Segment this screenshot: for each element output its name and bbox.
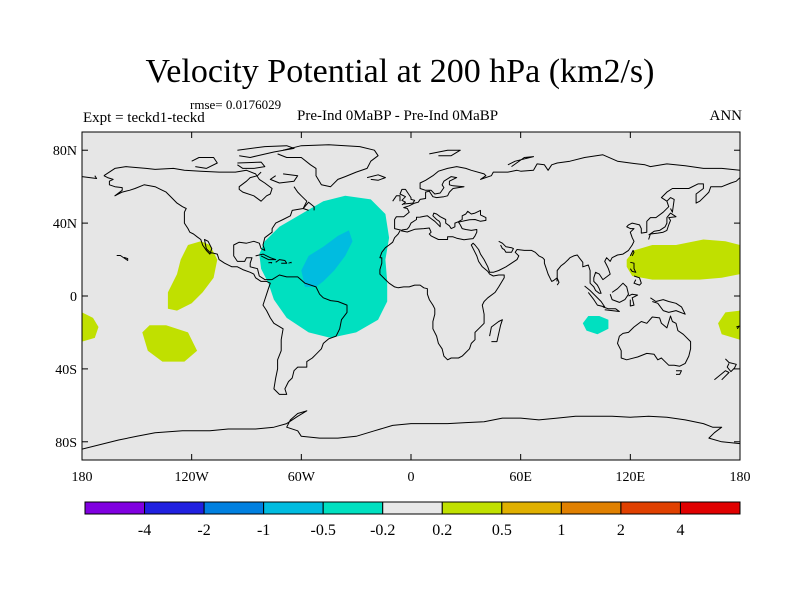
experiment-label: Expt = teckd1-teckd — [83, 110, 205, 126]
x-tick-label: 60W — [288, 470, 316, 485]
coastline — [666, 197, 675, 213]
coastline — [379, 177, 740, 361]
colorbar-box — [620, 501, 681, 515]
coastline — [103, 175, 348, 395]
anomaly-region-dateline-east-positive — [718, 310, 740, 340]
coastline — [288, 261, 292, 264]
coastline — [648, 212, 677, 240]
x-tick-label: 180 — [72, 470, 93, 485]
colorbar-label: -2 — [197, 522, 210, 539]
colorbar-label: 2 — [617, 522, 625, 539]
coastline — [725, 358, 737, 373]
anomaly-region-south-pacific-positive — [142, 325, 198, 362]
coastline — [650, 297, 686, 315]
coastline — [489, 319, 503, 343]
y-tick-label: 0 — [70, 290, 77, 305]
coastline — [629, 261, 637, 273]
colorbar-label: -0.5 — [311, 522, 336, 539]
coastline — [269, 173, 299, 184]
coastline — [633, 275, 642, 286]
coastline — [268, 262, 273, 264]
colorbar-label: 4 — [676, 522, 684, 539]
colorbar-label: 1 — [557, 522, 565, 539]
colorbar-label: 0.2 — [432, 522, 452, 539]
axes: 180 120W 60W 0 60E 120E 180 80N 40N 0 40S 80S — [53, 132, 751, 485]
x-tick-label: 120W — [175, 470, 210, 485]
anomaly-region-west-pacific-positive — [626, 239, 740, 280]
coastline — [82, 410, 740, 450]
coastline — [275, 259, 288, 264]
coastline — [556, 277, 560, 286]
colorbar-label: -1 — [257, 522, 270, 539]
coastline — [366, 174, 386, 181]
colorbar-box — [263, 501, 324, 515]
coastline — [584, 285, 606, 308]
coastline — [498, 240, 514, 253]
coastline — [617, 315, 692, 367]
y-tick-label: 40S — [55, 363, 77, 378]
colorbar-box — [560, 501, 622, 515]
coastline — [277, 144, 379, 188]
coastline — [302, 201, 315, 211]
colorbar-box — [322, 501, 384, 515]
colorbar: -4 -2 -1 -0.5 -0.2 0.2 0.5 1 2 4 — [84, 501, 741, 539]
coastline — [609, 282, 629, 303]
colorbar-box — [144, 501, 205, 515]
coastline — [237, 145, 295, 158]
x-tick-label: 60E — [509, 470, 532, 485]
colorbar-box — [501, 501, 562, 515]
coastline — [191, 157, 218, 169]
x-tick-label: 120E — [616, 470, 646, 485]
coastline — [82, 175, 98, 179]
coastline — [237, 161, 266, 169]
coastline — [400, 209, 487, 241]
coastline — [103, 166, 273, 202]
coastline — [429, 149, 461, 157]
coastline — [507, 156, 534, 168]
coastline — [714, 370, 730, 381]
coastline — [392, 195, 401, 202]
coastline — [676, 370, 682, 375]
colorbar-label: -4 — [138, 522, 151, 539]
map-area — [82, 132, 740, 460]
colorbar-box — [84, 501, 146, 515]
x-tick-label: 0 — [408, 470, 415, 485]
y-tick-label: 80N — [53, 144, 77, 159]
coastline — [399, 188, 416, 206]
colorbar-box — [382, 501, 443, 515]
rmse-label: rmse= 0.0176029 — [190, 97, 282, 112]
anomaly-region-dateline-west-positive — [82, 312, 99, 342]
colorbar-box — [203, 501, 265, 515]
y-tick-label: 40N — [53, 217, 77, 232]
anomaly-region-indian-ocean-negative — [582, 316, 609, 335]
coastline — [629, 249, 635, 257]
coastline — [116, 255, 129, 261]
coastline — [255, 253, 277, 261]
chart-title: Velocity Potential at 200 hPa (km2/s) — [145, 53, 655, 90]
coastline — [394, 154, 740, 231]
colorbar-box — [679, 501, 741, 515]
colorbar-box — [441, 501, 503, 515]
season-label: ANN — [709, 108, 743, 124]
x-tick-label: 180 — [730, 470, 751, 485]
colorbar-label: 0.5 — [492, 522, 512, 539]
anomaly-region-east-pacific-positive — [167, 241, 218, 311]
case-label: Pre-Ind 0MaBP - Pre-Ind 0MaBP — [297, 108, 499, 124]
coastline — [628, 293, 639, 307]
coastline — [736, 325, 740, 330]
colorbar-label: -0.2 — [370, 522, 395, 539]
anomaly-region-caribbean-core — [301, 230, 353, 287]
coastline — [602, 306, 620, 312]
y-tick-label: 80S — [55, 436, 77, 451]
